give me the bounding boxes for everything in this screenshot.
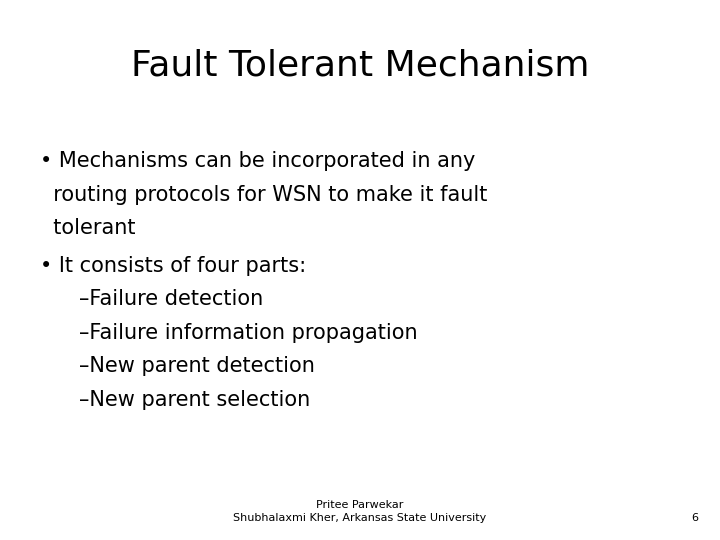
Text: Shubhalaxmi Kher, Arkansas State University: Shubhalaxmi Kher, Arkansas State Univers… <box>233 513 487 523</box>
Text: Pritee Parwekar: Pritee Parwekar <box>316 500 404 510</box>
Text: –Failure information propagation: –Failure information propagation <box>79 323 418 343</box>
Text: –New parent selection: –New parent selection <box>79 390 310 410</box>
Text: Fault Tolerant Mechanism: Fault Tolerant Mechanism <box>131 49 589 83</box>
Text: routing protocols for WSN to make it fault: routing protocols for WSN to make it fau… <box>40 185 487 205</box>
Text: tolerant: tolerant <box>40 218 135 238</box>
Text: • It consists of four parts:: • It consists of four parts: <box>40 256 306 276</box>
Text: –Failure detection: –Failure detection <box>79 289 264 309</box>
Text: • Mechanisms can be incorporated in any: • Mechanisms can be incorporated in any <box>40 151 475 171</box>
Text: –New parent detection: –New parent detection <box>79 356 315 376</box>
Text: 6: 6 <box>691 513 698 523</box>
